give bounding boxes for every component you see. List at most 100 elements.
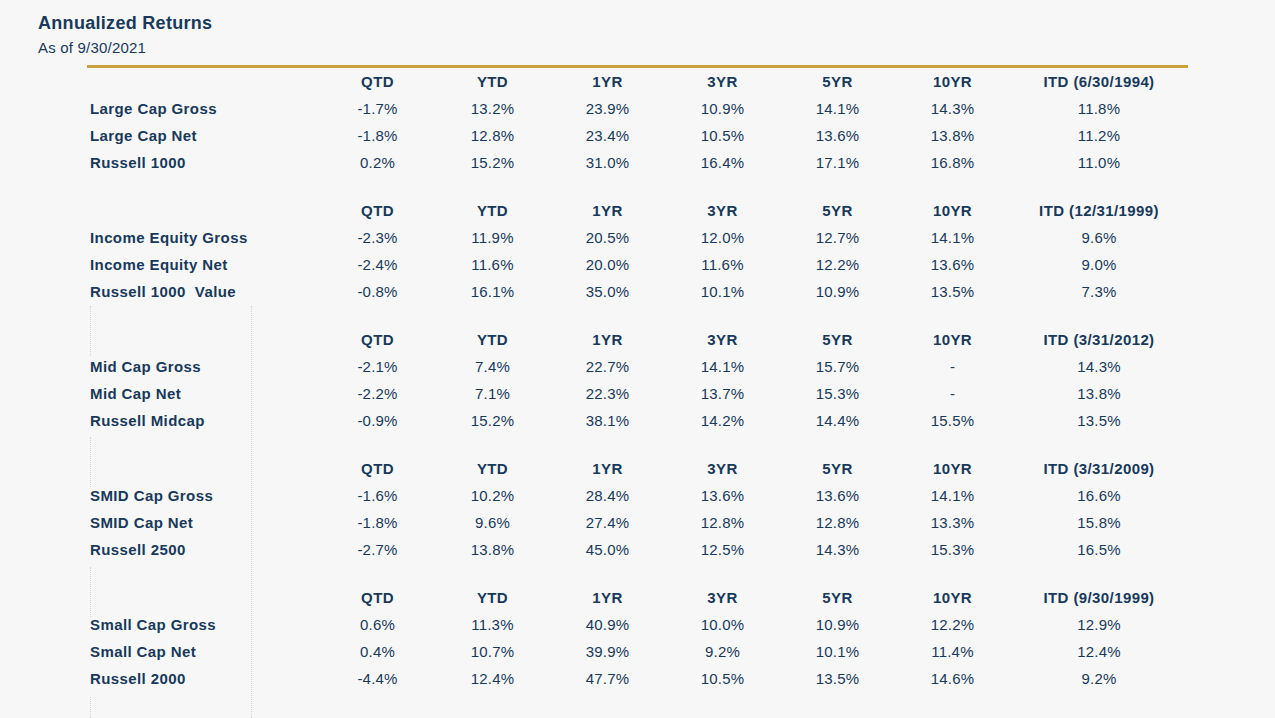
itd-column-header: ITD (3/31/2009) [1010,455,1188,482]
table-row: Large Cap Gross-1.7%13.2%23.9%10.9%14.1%… [87,95,1188,122]
cell-value: 12.9% [1010,611,1188,638]
cell-value: 12.7% [780,224,895,251]
table-row: Russell 2500-2.7%13.8%45.0%12.5%14.3%15.… [87,536,1188,563]
cell-value: 14.1% [780,95,895,122]
table-row: Large Cap Net-1.8%12.8%23.4%10.5%13.6%13… [87,122,1188,149]
column-header: 10YR [895,326,1010,353]
cell-value: 10.9% [780,278,895,305]
cell-value: 13.3% [895,509,1010,536]
cell-value: 28.4% [550,482,665,509]
row-label: Income Equity Net [87,251,320,278]
returns-section: QTDYTD1YR3YR5YR10YRITD (12/31/1999)Incom… [87,197,1188,305]
column-header: 3YR [665,584,780,611]
cell-value: 9.2% [665,638,780,665]
cell-value: 35.0% [550,278,665,305]
cell-value: 13.8% [895,122,1010,149]
returns-section: QTDYTD1YR3YR5YR10YRITD (3/31/2009)SMID C… [87,455,1188,563]
column-header: 1YR [550,455,665,482]
table-row: Russell 1000 Value-0.8%16.1%35.0%10.1%10… [87,278,1188,305]
cell-value: -0.9% [320,407,435,434]
cell-value: 45.0% [550,536,665,563]
cell-value: 23.9% [550,95,665,122]
itd-column-header: ITD (12/31/1999) [1010,197,1188,224]
row-label: Large Cap Gross [87,95,320,122]
column-header: 1YR [550,326,665,353]
cell-value: 10.5% [665,122,780,149]
cell-value: 9.6% [1010,224,1188,251]
column-header: QTD [320,584,435,611]
cell-value: 13.6% [780,482,895,509]
column-header: QTD [320,68,435,95]
cell-value: 40.9% [550,611,665,638]
cell-value: 13.6% [780,122,895,149]
column-header: 3YR [665,68,780,95]
annualized-returns-table: QTDYTD1YR3YR5YR10YRITD (6/30/1994)Large … [87,65,1188,692]
cell-value: 10.1% [780,638,895,665]
cell-value: 22.7% [550,353,665,380]
column-header: YTD [435,455,550,482]
table-row: SMID Cap Net-1.8%9.6%27.4%12.8%12.8%13.3… [87,509,1188,536]
cell-value: 12.8% [435,122,550,149]
column-header: 10YR [895,455,1010,482]
page-title: Annualized Returns [38,13,212,34]
cell-value: 15.8% [1010,509,1188,536]
cell-value: 13.8% [1010,380,1188,407]
cell-value: 11.8% [1010,95,1188,122]
column-header: 3YR [665,326,780,353]
cell-value: 13.5% [1010,407,1188,434]
cell-value: 15.3% [780,380,895,407]
table-row: Income Equity Gross-2.3%11.9%20.5%12.0%1… [87,224,1188,251]
cell-value: 12.2% [895,611,1010,638]
column-header: 5YR [780,584,895,611]
cell-value: 13.5% [895,278,1010,305]
cell-value: 11.4% [895,638,1010,665]
cell-value: 10.9% [780,611,895,638]
column-header: YTD [435,68,550,95]
cell-value: 11.3% [435,611,550,638]
row-label: SMID Cap Gross [87,482,320,509]
cell-value: 20.5% [550,224,665,251]
cell-value: 20.0% [550,251,665,278]
cell-value: -2.2% [320,380,435,407]
cell-value: 10.1% [665,278,780,305]
cell-value: 14.1% [895,224,1010,251]
cell-value: 7.1% [435,380,550,407]
itd-column-header: ITD (3/31/2012) [1010,326,1188,353]
column-header: YTD [435,197,550,224]
cell-value: -0.8% [320,278,435,305]
column-header: QTD [320,197,435,224]
cell-value: 14.3% [1010,353,1188,380]
table-row: Russell 10000.2%15.2%31.0%16.4%17.1%16.8… [87,149,1188,176]
cell-value: 13.6% [895,251,1010,278]
row-label: Large Cap Net [87,122,320,149]
cell-value: 12.0% [665,224,780,251]
cell-value: 15.7% [780,353,895,380]
cell-value: 0.2% [320,149,435,176]
row-label: SMID Cap Net [87,509,320,536]
cell-value: 9.6% [435,509,550,536]
cell-value: 14.3% [895,95,1010,122]
label-column-spacer [87,68,320,95]
cell-value: 0.4% [320,638,435,665]
table-row: Small Cap Gross0.6%11.3%40.9%10.0%10.9%1… [87,611,1188,638]
cell-value: 13.6% [665,482,780,509]
gridline-artifact [90,697,91,718]
cell-value: 22.3% [550,380,665,407]
cell-value: 15.3% [895,536,1010,563]
cell-value: 31.0% [550,149,665,176]
cell-value: 11.6% [435,251,550,278]
row-label: Russell 2000 [87,665,320,692]
label-column-spacer [87,326,320,353]
label-column-spacer [87,455,320,482]
cell-value: 13.5% [780,665,895,692]
report-header: Annualized Returns As of 9/30/2021 [38,13,212,56]
cell-value: -1.7% [320,95,435,122]
cell-value: 14.4% [780,407,895,434]
column-header: YTD [435,326,550,353]
column-header: 5YR [780,197,895,224]
cell-value: -2.3% [320,224,435,251]
row-label: Mid Cap Gross [87,353,320,380]
itd-column-header: ITD (9/30/1999) [1010,584,1188,611]
cell-value: 12.8% [780,509,895,536]
cell-value: 39.9% [550,638,665,665]
